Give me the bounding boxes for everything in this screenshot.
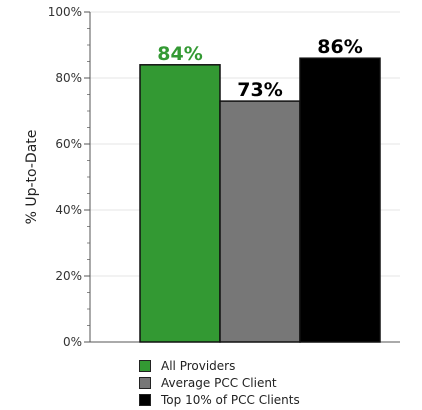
y-axis-label: % Up-to-Date <box>24 130 40 225</box>
y-tick-label: 100% <box>48 5 82 19</box>
y-tick-label: 40% <box>55 203 82 217</box>
legend-label: All Providers <box>161 358 236 373</box>
legend-item-average-pcc-client: Average PCC Client <box>139 374 300 391</box>
bars <box>139 57 381 343</box>
bar <box>299 57 381 343</box>
legend-swatch <box>139 393 151 406</box>
data-labels: 84% 73% 86% <box>157 36 362 101</box>
y-tick-label: 20% <box>55 269 82 283</box>
data-label: 73% <box>237 79 282 101</box>
legend-swatch <box>139 376 151 389</box>
legend-item-all-providers: All Providers <box>139 357 300 374</box>
y-tick-label: 60% <box>55 137 82 151</box>
legend-item-top-10-pcc-clients: Top 10% of PCC Clients <box>139 391 300 408</box>
legend-label: Average PCC Client <box>161 375 277 390</box>
y-tick-label: 0% <box>63 335 82 349</box>
data-label: 84% <box>157 43 202 65</box>
legend: All Providers Average PCC Client Top 10%… <box>139 357 300 408</box>
legend-label: Top 10% of PCC Clients <box>161 392 300 407</box>
legend-swatch <box>139 359 151 372</box>
bar <box>219 100 301 343</box>
y-tick-label: 80% <box>55 71 82 85</box>
bar-chart: 0% 20% 40% 60% 80% 100% 84% 73% 86% % Up-to-Dat… <box>24 5 400 349</box>
bar <box>139 64 221 343</box>
data-label: 86% <box>317 36 362 58</box>
